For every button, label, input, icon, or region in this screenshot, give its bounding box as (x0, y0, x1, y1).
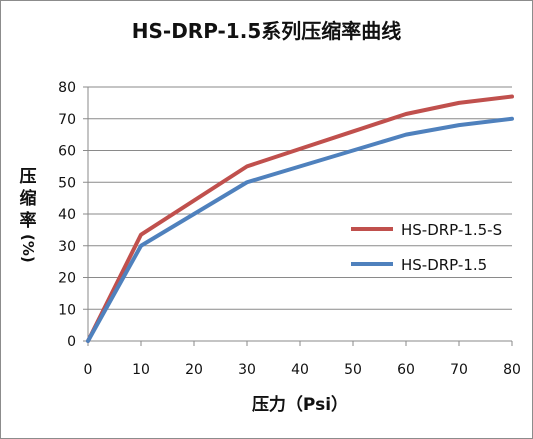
x-tick-label: 40 (291, 362, 309, 378)
y-tick-label: 80 (58, 80, 76, 96)
y-tick-label: 40 (58, 207, 76, 223)
y-tick-label: 70 (58, 112, 76, 128)
y-axis-label-unit: (%) (19, 234, 37, 263)
y-tick-label: 50 (58, 175, 76, 191)
x-axis-label: 压力（Psi） (251, 395, 349, 415)
x-tick-label: 0 (84, 362, 93, 378)
series-line-1 (86, 94, 514, 343)
y-axis-label-char: 压 (19, 167, 37, 187)
x-tick-label: 70 (450, 362, 468, 378)
legend-label-2: HS-DRP-1.5 (401, 256, 487, 274)
x-tick-label: 30 (238, 362, 256, 378)
x-tick-label: 20 (185, 362, 203, 378)
y-tick-label: 10 (58, 302, 76, 318)
series-line-2 (86, 116, 514, 343)
x-tick-label: 50 (344, 362, 362, 378)
chart-title: HS-DRP-1.5系列压缩率曲线 (131, 19, 402, 43)
y-tick-label: 0 (67, 334, 76, 350)
y-tick-label: 30 (58, 239, 76, 255)
x-tick-label: 80 (503, 362, 521, 378)
y-axis-label-char: 缩 (19, 189, 37, 209)
x-tick-label: 60 (397, 362, 415, 378)
x-tick-label: 10 (132, 362, 150, 378)
y-axis-label-char: 率 (19, 211, 37, 231)
y-tick-label: 20 (58, 271, 76, 287)
y-axis-label-main: 压缩率 (15, 166, 41, 232)
y-tick-label: 60 (58, 144, 76, 160)
legend-label-1: HS-DRP-1.5-S (401, 221, 502, 239)
y-axis-label: 压缩率 (%) (15, 166, 41, 263)
